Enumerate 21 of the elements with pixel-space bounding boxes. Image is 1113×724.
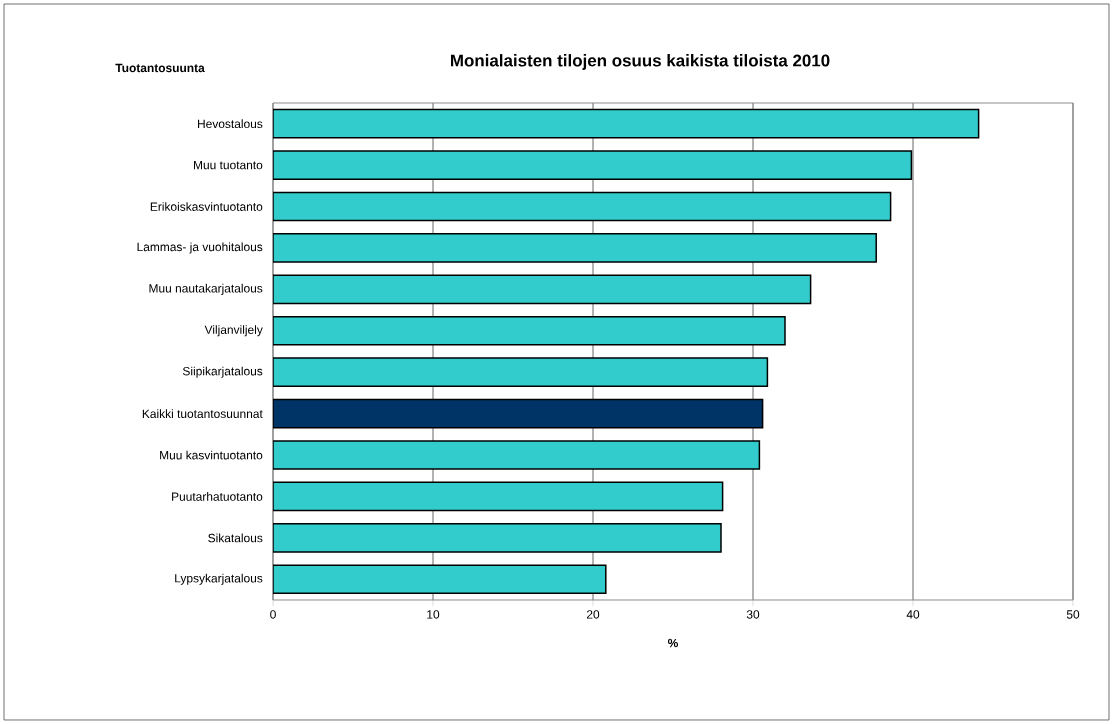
x-axis-title: % [667,638,678,648]
y-tick-label: Muu kasvintuotanto [160,450,263,460]
x-tick-label: 50 [1066,610,1080,619]
y-tick-label: Siipikarjatalous [182,366,263,378]
y-tick-label: Lammas- ja vuohitalous [137,242,263,254]
x-tick-label: 20 [586,610,600,619]
x-tick-label: 30 [746,610,760,619]
x-tick-label: 10 [427,610,440,619]
y-tick-label: Muu tuotanto [194,160,263,170]
chart-title: Monialaisten tilojen osuus kaikista tiloista 2010 [451,54,830,70]
y-tick-label: Viljanviljely [204,325,263,337]
y-tick-label: Muu nautakarjatalous [149,283,263,295]
y-axis-title: Tuotantosuunta [115,63,205,73]
y-tick-label: Puutarhatuotanto [172,492,263,501]
y-tick-label: Sikatalous [208,533,263,543]
y-tick-label: Hevostalous [198,119,263,129]
x-tick-label: 40 [906,610,920,619]
y-tick-label: Erikoiskasvintuotanto [150,202,263,211]
x-tick-label: 0 [270,610,276,619]
y-tick-label: Kaikki tuotantosuunnat [142,409,263,418]
y-tick-label: Lypsykarjatalous [175,573,263,585]
